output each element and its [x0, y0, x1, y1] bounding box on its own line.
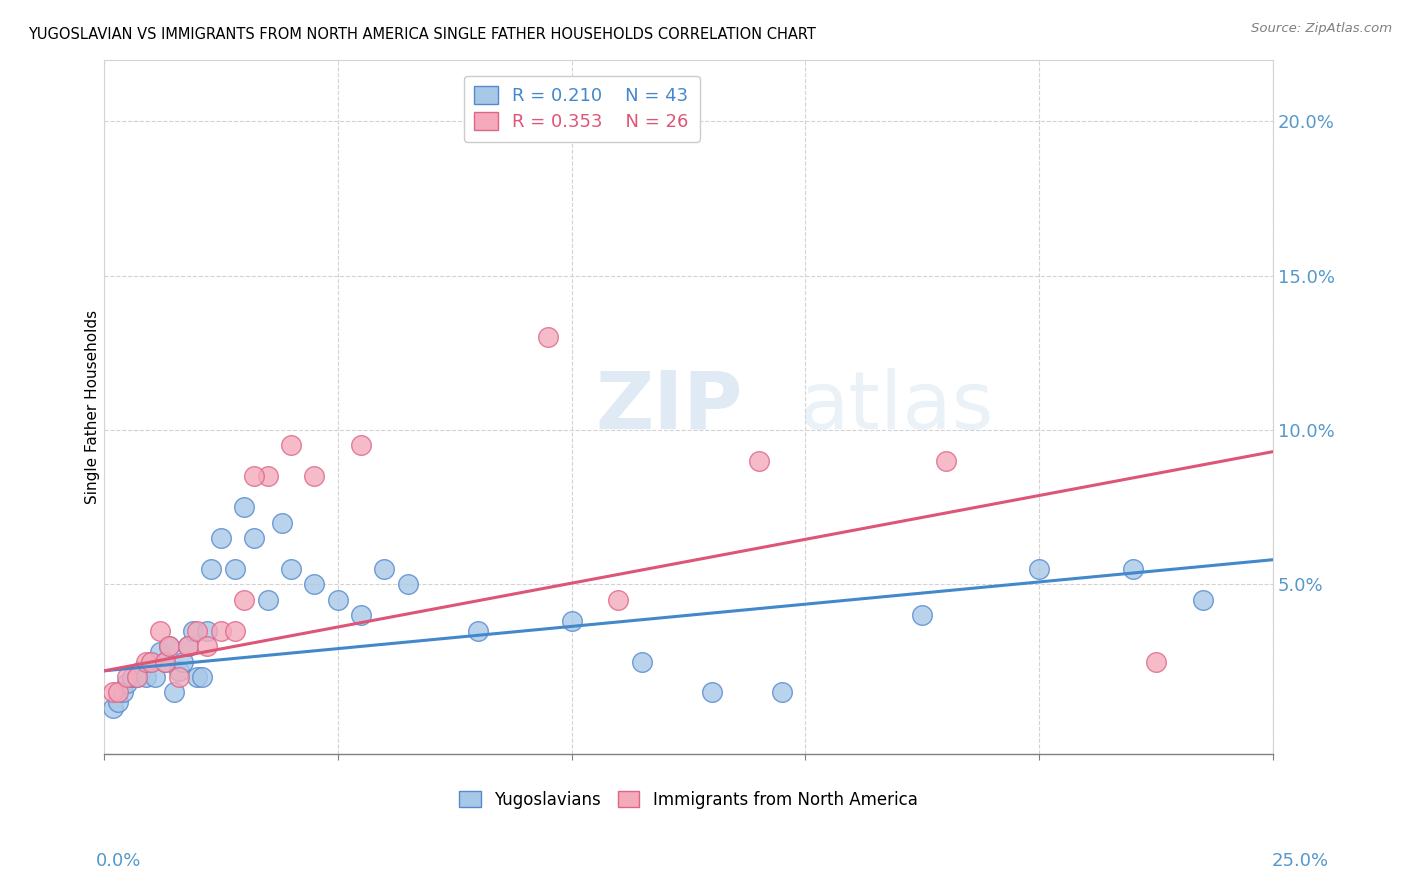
Point: [177, 639, 200, 653]
Point: [135, 655, 157, 669]
Point: [200, 562, 222, 576]
Point: [195, 639, 218, 653]
Point: [242, 531, 264, 545]
Point: [256, 592, 278, 607]
Point: [326, 592, 349, 607]
Point: [135, 670, 157, 684]
Point: [186, 624, 208, 638]
Point: [157, 639, 180, 653]
Point: [153, 655, 176, 669]
Point: [304, 469, 326, 483]
Point: [233, 500, 256, 515]
Point: [630, 655, 652, 669]
Text: 0.0%: 0.0%: [96, 852, 141, 870]
Point: [304, 577, 326, 591]
Point: [280, 438, 302, 452]
Point: [770, 685, 793, 699]
Point: [560, 615, 582, 629]
Point: [935, 454, 957, 468]
Point: [350, 608, 373, 623]
Point: [1122, 562, 1144, 576]
Point: [467, 624, 489, 638]
Point: [195, 624, 218, 638]
Point: [107, 695, 129, 709]
Point: [103, 685, 125, 699]
Point: [1144, 655, 1167, 669]
Point: [121, 670, 143, 684]
Point: [125, 670, 148, 684]
Point: [163, 685, 186, 699]
Point: [143, 670, 166, 684]
Point: [191, 670, 214, 684]
Point: [117, 670, 139, 684]
Point: [256, 469, 278, 483]
Point: [350, 438, 373, 452]
Point: [172, 655, 194, 669]
Point: [607, 592, 630, 607]
Text: atlas: atlas: [800, 368, 994, 446]
Point: [209, 531, 232, 545]
Point: [139, 655, 162, 669]
Point: [396, 577, 419, 591]
Point: [700, 685, 723, 699]
Point: [139, 655, 162, 669]
Y-axis label: Single Father Households: Single Father Households: [86, 310, 100, 504]
Point: [181, 624, 204, 638]
Point: [280, 562, 302, 576]
Point: [233, 592, 256, 607]
Point: [167, 670, 190, 684]
Text: Source: ZipAtlas.com: Source: ZipAtlas.com: [1251, 22, 1392, 36]
Point: [209, 624, 232, 638]
Point: [242, 469, 264, 483]
Point: [149, 645, 172, 659]
Point: [270, 516, 292, 530]
Point: [1191, 592, 1213, 607]
Point: [224, 562, 246, 576]
Point: [131, 664, 153, 678]
Point: [373, 562, 395, 576]
Point: [117, 676, 139, 690]
Point: [107, 685, 129, 699]
Text: ZIP: ZIP: [595, 368, 742, 446]
Point: [111, 685, 134, 699]
Point: [537, 330, 560, 344]
Point: [177, 639, 200, 653]
Text: 25.0%: 25.0%: [1271, 852, 1329, 870]
Legend: Yugoslavians, Immigrants from North America: Yugoslavians, Immigrants from North Amer…: [453, 784, 924, 815]
Point: [149, 624, 172, 638]
Point: [1028, 562, 1050, 576]
Point: [125, 670, 148, 684]
Point: [911, 608, 934, 623]
Point: [103, 701, 125, 715]
Point: [153, 655, 176, 669]
Text: YUGOSLAVIAN VS IMMIGRANTS FROM NORTH AMERICA SINGLE FATHER HOUSEHOLDS CORRELATIO: YUGOSLAVIAN VS IMMIGRANTS FROM NORTH AME…: [28, 27, 815, 42]
Point: [167, 664, 190, 678]
Point: [157, 639, 180, 653]
Point: [186, 670, 208, 684]
Point: [224, 624, 246, 638]
Point: [748, 454, 770, 468]
